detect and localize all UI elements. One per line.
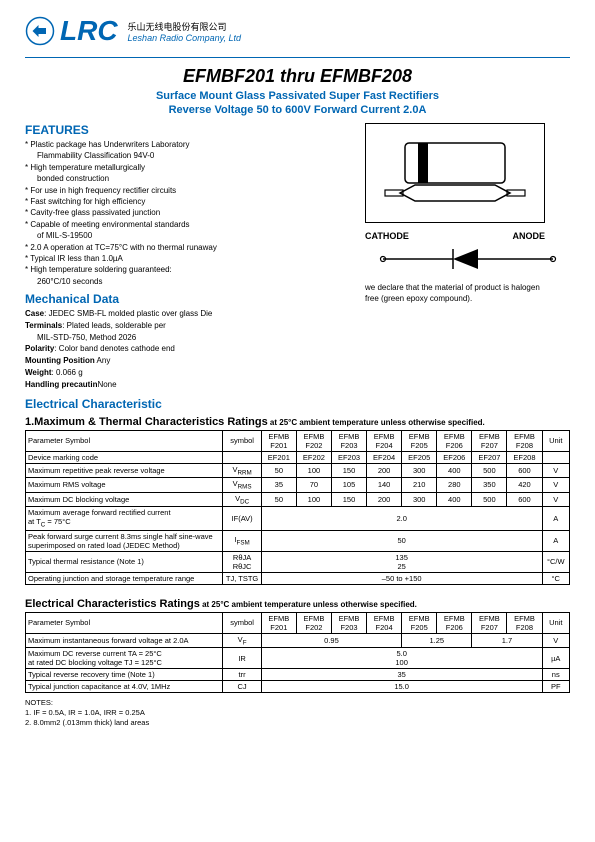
halogen-note: we declare that the material of product … [365, 282, 570, 304]
note-2: 2. 8.0mm2 (.013mm thick) land areas [25, 718, 570, 727]
title-sub2: Reverse Voltage 50 to 600V Forward Curre… [25, 104, 570, 116]
mechanical-line: MIL-STD-750, Method 2026 [25, 333, 350, 344]
package-diagram [365, 123, 545, 223]
title-sub1: Surface Mount Glass Passivated Super Fas… [25, 90, 570, 102]
company-cn: 乐山无线电股份有限公司 [128, 20, 241, 33]
feature-item: * For use in high frequency rectifier ci… [25, 186, 350, 196]
mechanical-line: Polarity: Color band denotes cathode end [25, 344, 350, 355]
mechanical-heading: Mechanical Data [25, 292, 350, 306]
mechanical-line: Mounting Position Any [25, 356, 350, 367]
features-list: * Plastic package has Underwriters Labor… [25, 140, 350, 287]
feature-item: * Capable of meeting environmental stand… [25, 220, 350, 230]
diode-symbol-icon [378, 244, 558, 274]
electrical-table: Parameter SymbolsymbolEFMBF201EFMBF202EF… [25, 612, 570, 694]
mechanical-list: Case: JEDEC SMB-FL molded plastic over g… [25, 309, 350, 391]
cathode-label: CATHODE [365, 231, 409, 241]
ratings-table: Parameter SymbolsymbolEFMBF201EFMBF202EF… [25, 430, 570, 585]
feature-item: * High temperature soldering guaranteed: [25, 265, 350, 275]
anode-label: ANODE [512, 231, 545, 241]
feature-item: * Plastic package has Underwriters Labor… [25, 140, 350, 150]
title-main: EFMBF201 thru EFMBF208 [25, 66, 570, 87]
feature-item: * High temperature metallurgically [25, 163, 350, 173]
lrc-logo-icon [25, 16, 55, 46]
header: LRC 乐山无线电股份有限公司 Leshan Radio Company, Lt… [25, 15, 570, 47]
lrc-text: LRC [60, 15, 118, 47]
company-block: 乐山无线电股份有限公司 Leshan Radio Company, Ltd [128, 20, 241, 43]
mechanical-line: Handling precautinNone [25, 380, 350, 391]
mechanical-line: Case: JEDEC SMB-FL molded plastic over g… [25, 309, 350, 320]
cathode-anode-labels: CATHODE ANODE [365, 231, 545, 241]
feature-item: bonded construction [25, 174, 350, 184]
company-en: Leshan Radio Company, Ltd [128, 33, 241, 43]
feature-item: * 2.0 A operation at TC=75°C with no the… [25, 243, 350, 253]
feature-item: * Fast switching for high efficiency [25, 197, 350, 207]
feature-item: Flammability Classification 94V-0 [25, 151, 350, 161]
feature-item: * Cavity-free glass passivated junction [25, 208, 350, 218]
mechanical-line: Terminals: Plated leads, solderable per [25, 321, 350, 332]
notes-heading: NOTES: [25, 698, 570, 707]
table1-title: 1.Maximum & Thermal Characteristics Rati… [25, 416, 570, 428]
mechanical-line: Weight: 0.066 g [25, 368, 350, 379]
electrical-heading: Electrical Characteristic [25, 397, 570, 411]
features-heading: FEATURES [25, 123, 350, 137]
table2-title: Electrical Characteristics Ratings at 25… [25, 598, 570, 610]
feature-item: of MIL-S-19500 [25, 231, 350, 241]
header-divider [25, 57, 570, 58]
halogen-line2: free (green epoxy compound). [365, 293, 570, 304]
feature-item: * Typical IR less than 1.0µA [25, 254, 350, 264]
feature-item: 260°C/10 seconds [25, 277, 350, 287]
halogen-line1: we declare that the material of product … [365, 282, 570, 293]
note-1: 1. IF = 0.5A, IR = 1.0A, IRR = 0.25A [25, 708, 570, 717]
notes-block: NOTES: 1. IF = 0.5A, IR = 1.0A, IRR = 0.… [25, 698, 570, 727]
